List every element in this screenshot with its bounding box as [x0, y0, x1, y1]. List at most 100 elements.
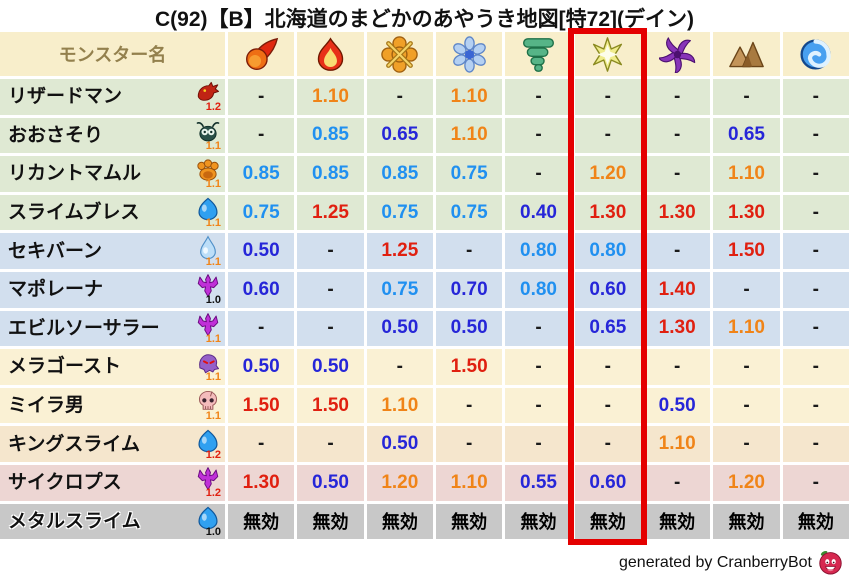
resist-cell: -	[574, 79, 641, 115]
monster-name-cell: リザードマン 1.2	[0, 79, 225, 115]
element-header-cell	[782, 32, 849, 76]
resist-cell: -	[574, 426, 641, 462]
monster-name-cell: メラゴースト 1.1	[0, 349, 225, 385]
resist-cell: 1.10	[297, 79, 364, 115]
resist-cell: -	[574, 387, 641, 424]
monster-level: 1.1	[205, 178, 221, 191]
dark-pinwheel-icon	[657, 36, 696, 74]
resist-cell: 0.75	[366, 194, 433, 231]
drop-icon	[195, 235, 221, 261]
resist-cell: 1.50	[297, 387, 364, 424]
resist-cell: 0.50	[228, 233, 295, 269]
cranberry-icon	[817, 549, 844, 576]
monster-level: 1.0	[205, 525, 221, 538]
resist-cell: -	[713, 349, 780, 385]
resist-cell: -	[782, 310, 849, 347]
resist-cell: 0.85	[366, 156, 433, 192]
resist-cell: 1.10	[644, 426, 711, 462]
resist-cell: -	[782, 464, 849, 501]
monster-name-cell: ミイラ男 1.1	[0, 387, 225, 424]
resist-cell: 0.75	[228, 194, 295, 231]
resist-cell: 1.50	[436, 349, 503, 385]
resist-cell: -	[366, 79, 433, 115]
monster-name: セキバーン	[8, 240, 103, 262]
resist-cell: 無効	[505, 503, 572, 540]
monster-level: 1.1	[205, 139, 221, 152]
skull-icon	[195, 389, 221, 415]
resist-cell: 0.85	[228, 156, 295, 192]
resist-cell: 0.50	[297, 464, 364, 501]
element-header-cell	[644, 32, 711, 76]
monster-name-header: モンスター名	[0, 32, 225, 76]
monster-name: キングスライム	[8, 433, 141, 455]
resist-cell: -	[644, 79, 711, 115]
monster-level: 1.2	[205, 487, 221, 500]
trident-icon	[195, 273, 221, 299]
monster-level: 1.1	[205, 255, 221, 268]
resist-cell: -	[782, 387, 849, 424]
resist-cell: -	[782, 349, 849, 385]
monster-badge: 1.1	[189, 389, 221, 422]
monster-name: エビルソーサラー	[8, 317, 160, 339]
resist-cell: 1.20	[713, 464, 780, 501]
resist-cell: -	[574, 349, 641, 385]
monster-level: 1.1	[205, 410, 221, 423]
resist-cell: 1.30	[574, 194, 641, 231]
bug-icon	[195, 119, 221, 145]
resist-cell: 0.40	[505, 194, 572, 231]
monster-badge: 1.1	[189, 196, 221, 229]
element-header-cell	[713, 32, 780, 76]
trident-icon	[195, 466, 221, 492]
resist-cell: 0.60	[228, 271, 295, 308]
explosion-icon	[381, 35, 419, 73]
resist-cell: -	[644, 233, 711, 269]
credit-text: generated by CranberryBot	[619, 553, 812, 571]
resist-cell: 0.50	[228, 349, 295, 385]
resist-cell: -	[228, 310, 295, 347]
resist-cell: 1.50	[228, 387, 295, 424]
resist-cell: 0.65	[713, 117, 780, 154]
resist-cell: -	[505, 387, 572, 424]
monster-level: 1.1	[205, 371, 221, 384]
resist-cell: -	[782, 156, 849, 192]
trident-icon	[195, 312, 221, 338]
monster-badge: 1.1	[189, 157, 221, 190]
resist-cell: -	[297, 426, 364, 462]
monster-badge: 1.1	[189, 119, 221, 152]
fireball-icon	[243, 36, 280, 73]
wave-icon	[797, 36, 834, 73]
monster-name-cell: リカントマムル 1.1	[0, 156, 225, 192]
resist-cell: 1.10	[436, 464, 503, 501]
resist-cell: -	[228, 79, 295, 115]
page-title: C(92)【B】北海道のまどかのあやうき地図[特72](デイン)	[154, 8, 694, 31]
resist-cell: 0.50	[366, 310, 433, 347]
monster-name: おおさそり	[8, 124, 104, 146]
monster-name: マポレーナ	[8, 279, 104, 301]
resist-cell: -	[644, 349, 711, 385]
resist-cell: 1.30	[644, 194, 711, 231]
monster-badge: 1.1	[189, 350, 221, 383]
monster-level: 1.2	[205, 448, 221, 461]
resist-cell: 1.50	[713, 233, 780, 269]
slime-icon	[195, 428, 221, 454]
element-header-cell	[574, 32, 641, 76]
resist-cell: -	[297, 271, 364, 308]
resist-cell: 0.80	[505, 233, 572, 269]
mountain-icon	[728, 36, 765, 73]
resist-cell: 0.70	[436, 271, 503, 308]
resist-cell: 0.60	[574, 464, 641, 501]
resist-cell: 無効	[713, 503, 780, 540]
paw-icon	[195, 157, 221, 183]
resist-cell: -	[713, 79, 780, 115]
resist-cell: 0.50	[297, 349, 364, 385]
element-header-cell	[228, 32, 295, 76]
resist-cell: -	[782, 194, 849, 231]
footer-credit: generated by CranberryBot	[619, 549, 844, 576]
resist-cell: -	[505, 349, 572, 385]
resist-cell: 1.10	[436, 79, 503, 115]
resist-cell: -	[436, 233, 503, 269]
monster-name-cell: エビルソーサラー 1.1	[0, 310, 225, 347]
resist-cell: -	[782, 117, 849, 154]
spark-icon	[589, 36, 626, 73]
slime-icon	[195, 505, 221, 531]
